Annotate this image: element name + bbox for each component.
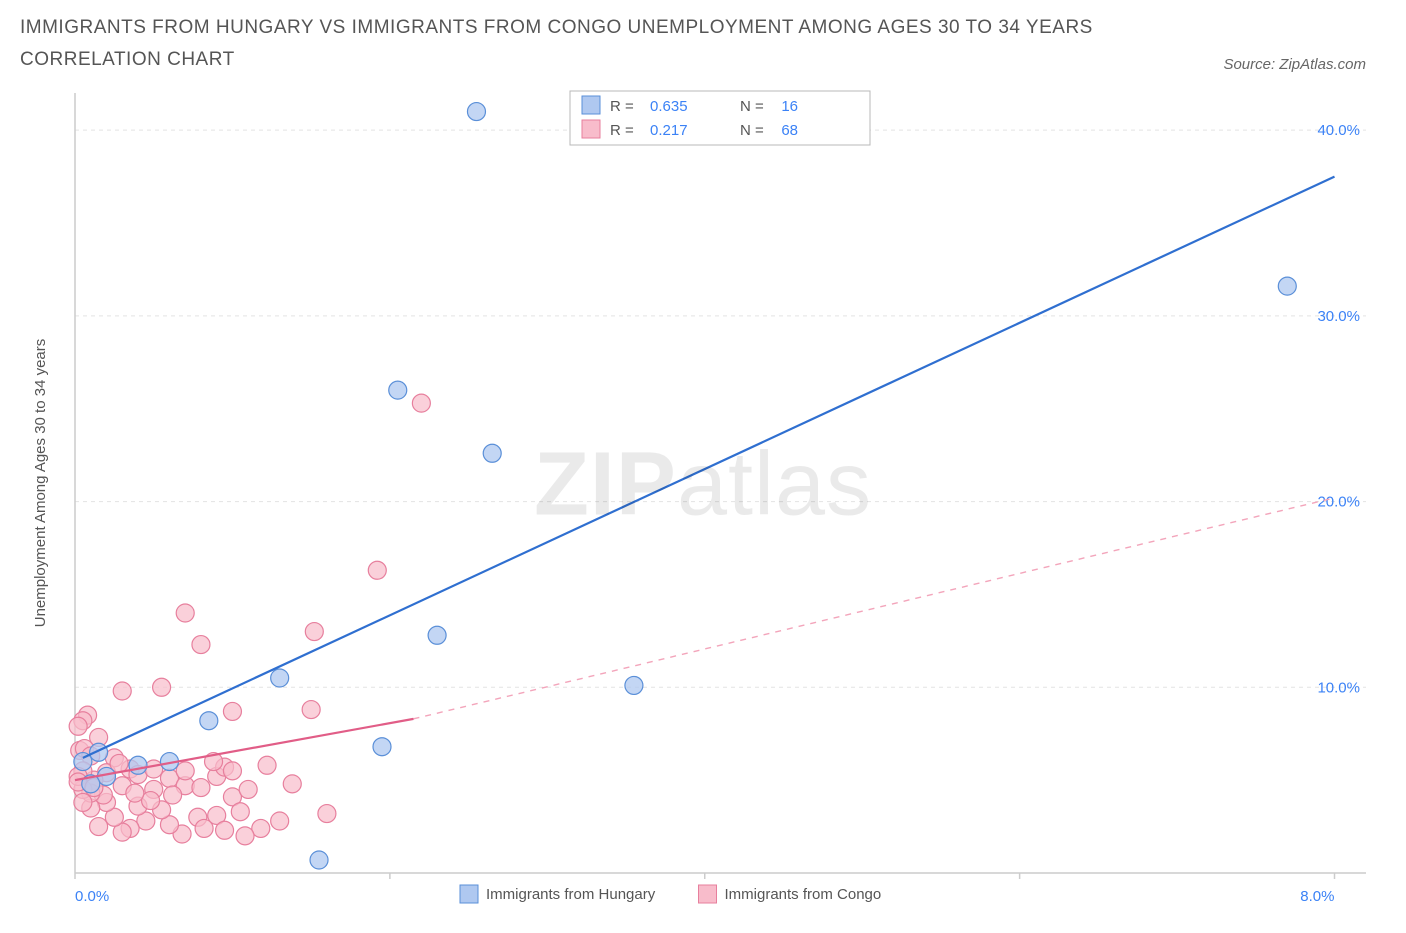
scatter-point: [373, 737, 391, 755]
scatter-point: [318, 804, 336, 822]
y-tick-label: 30.0%: [1317, 307, 1360, 324]
legend-R-label: R =: [610, 122, 634, 139]
scatter-point: [164, 786, 182, 804]
scatter-point: [74, 793, 92, 811]
chart-container: 10.0% 20.0% 30.0% 40.0% 0.0% 8.0% Unemployment…: [20, 83, 1386, 921]
bottom-legend-swatch: [460, 885, 478, 903]
legend-R-value: 0.217: [650, 122, 688, 139]
bottom-legend-label: Immigrants from Congo: [725, 886, 882, 903]
scatter-point: [176, 761, 194, 779]
x-tick-label: 8.0%: [1300, 888, 1334, 905]
scatter-point: [223, 761, 241, 779]
scatter-point: [195, 819, 213, 837]
scatter-point: [129, 756, 147, 774]
scatter-point: [239, 780, 257, 798]
scatter-point: [236, 826, 254, 844]
legend-R-value: 0.635: [650, 98, 688, 115]
scatter-point: [412, 394, 430, 412]
chart-title: IMMIGRANTS FROM HUNGARY VS IMMIGRANTS FR…: [20, 12, 1140, 77]
scatter-point: [90, 817, 108, 835]
legend-N-value: 68: [781, 122, 798, 139]
y-tick-label: 10.0%: [1317, 679, 1360, 696]
scatter-point: [126, 784, 144, 802]
scatter-point: [389, 381, 407, 399]
legend-N-value: 16: [781, 98, 798, 115]
scatter-point: [283, 774, 301, 792]
legend-N-label: N =: [740, 122, 764, 139]
scatter-chart: 10.0% 20.0% 30.0% 40.0% 0.0% 8.0% Unemployment…: [20, 83, 1386, 921]
legend-R-label: R =: [610, 98, 634, 115]
scatter-point: [271, 812, 289, 830]
scatter-point: [192, 635, 210, 653]
scatter-point: [625, 676, 643, 694]
regression-extension: [413, 497, 1334, 718]
y-tick-label: 20.0%: [1317, 493, 1360, 510]
scatter-point: [223, 702, 241, 720]
legend-N-label: N =: [740, 98, 764, 115]
bottom-legend-label: Immigrants from Hungary: [486, 886, 656, 903]
scatter-point: [467, 102, 485, 120]
x-tick-label: 0.0%: [75, 888, 109, 905]
bottom-legend-swatch: [699, 885, 717, 903]
legend-swatch: [582, 96, 600, 114]
scatter-point: [368, 561, 386, 579]
scatter-point: [176, 604, 194, 622]
scatter-point: [305, 622, 323, 640]
regression-line: [83, 176, 1335, 757]
scatter-point: [428, 626, 446, 644]
scatter-point: [231, 802, 249, 820]
regression-line: [75, 718, 413, 779]
legend-swatch: [582, 120, 600, 138]
y-axis-label: Unemployment Among Ages 30 to 34 years: [32, 338, 49, 627]
scatter-point: [192, 778, 210, 796]
scatter-point: [302, 700, 320, 718]
scatter-point: [153, 678, 171, 696]
scatter-point: [258, 756, 276, 774]
scatter-point: [271, 669, 289, 687]
scatter-point: [310, 851, 328, 869]
scatter-point: [69, 717, 87, 735]
scatter-point: [113, 682, 131, 700]
y-tick-label: 40.0%: [1317, 122, 1360, 139]
scatter-point: [1278, 277, 1296, 295]
scatter-point: [200, 711, 218, 729]
source-attribution: Source: ZipAtlas.com: [1223, 56, 1386, 77]
scatter-point: [216, 821, 234, 839]
scatter-point: [483, 444, 501, 462]
